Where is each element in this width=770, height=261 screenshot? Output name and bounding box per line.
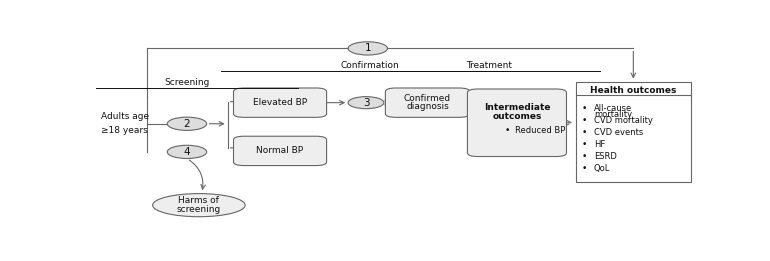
FancyBboxPatch shape: [467, 89, 567, 157]
Text: Elevated BP: Elevated BP: [253, 98, 307, 107]
Circle shape: [167, 117, 206, 130]
Text: outcomes: outcomes: [492, 112, 541, 121]
FancyBboxPatch shape: [576, 81, 691, 182]
Text: •: •: [582, 128, 588, 137]
Text: CVD mortality: CVD mortality: [594, 116, 653, 125]
Text: Confirmed: Confirmed: [404, 94, 451, 103]
Text: ≥18 years: ≥18 years: [101, 126, 148, 135]
Text: Adults age: Adults age: [101, 112, 149, 121]
Circle shape: [167, 145, 206, 158]
Text: Harms of: Harms of: [179, 196, 219, 205]
Text: •: •: [582, 152, 588, 161]
Text: •: •: [505, 126, 511, 135]
Text: ESRD: ESRD: [594, 152, 617, 161]
Text: mortality: mortality: [594, 110, 632, 119]
FancyBboxPatch shape: [233, 88, 326, 117]
Circle shape: [348, 42, 387, 55]
Text: screening: screening: [177, 205, 221, 214]
Ellipse shape: [152, 194, 245, 217]
Circle shape: [348, 97, 384, 109]
Text: CVD events: CVD events: [594, 128, 643, 137]
Text: QoL: QoL: [594, 164, 611, 173]
Text: Health outcomes: Health outcomes: [590, 86, 677, 94]
Text: Intermediate: Intermediate: [484, 103, 551, 112]
Text: diagnosis: diagnosis: [406, 102, 449, 111]
Text: Confirmation: Confirmation: [340, 61, 399, 70]
Text: All-cause: All-cause: [594, 104, 632, 113]
Text: Reduced BP: Reduced BP: [515, 126, 565, 135]
Text: 3: 3: [363, 98, 370, 108]
Text: •: •: [582, 140, 588, 149]
FancyBboxPatch shape: [233, 136, 326, 165]
Text: 4: 4: [183, 147, 190, 157]
Text: HF: HF: [594, 140, 605, 149]
Text: 1: 1: [364, 43, 371, 54]
Text: •: •: [582, 104, 588, 113]
Text: 2: 2: [183, 119, 190, 129]
Text: •: •: [582, 164, 588, 173]
Text: •: •: [582, 116, 588, 125]
Text: Normal BP: Normal BP: [256, 146, 303, 155]
FancyBboxPatch shape: [385, 88, 470, 117]
Text: Treatment: Treatment: [466, 61, 512, 70]
Text: Screening: Screening: [164, 78, 209, 87]
